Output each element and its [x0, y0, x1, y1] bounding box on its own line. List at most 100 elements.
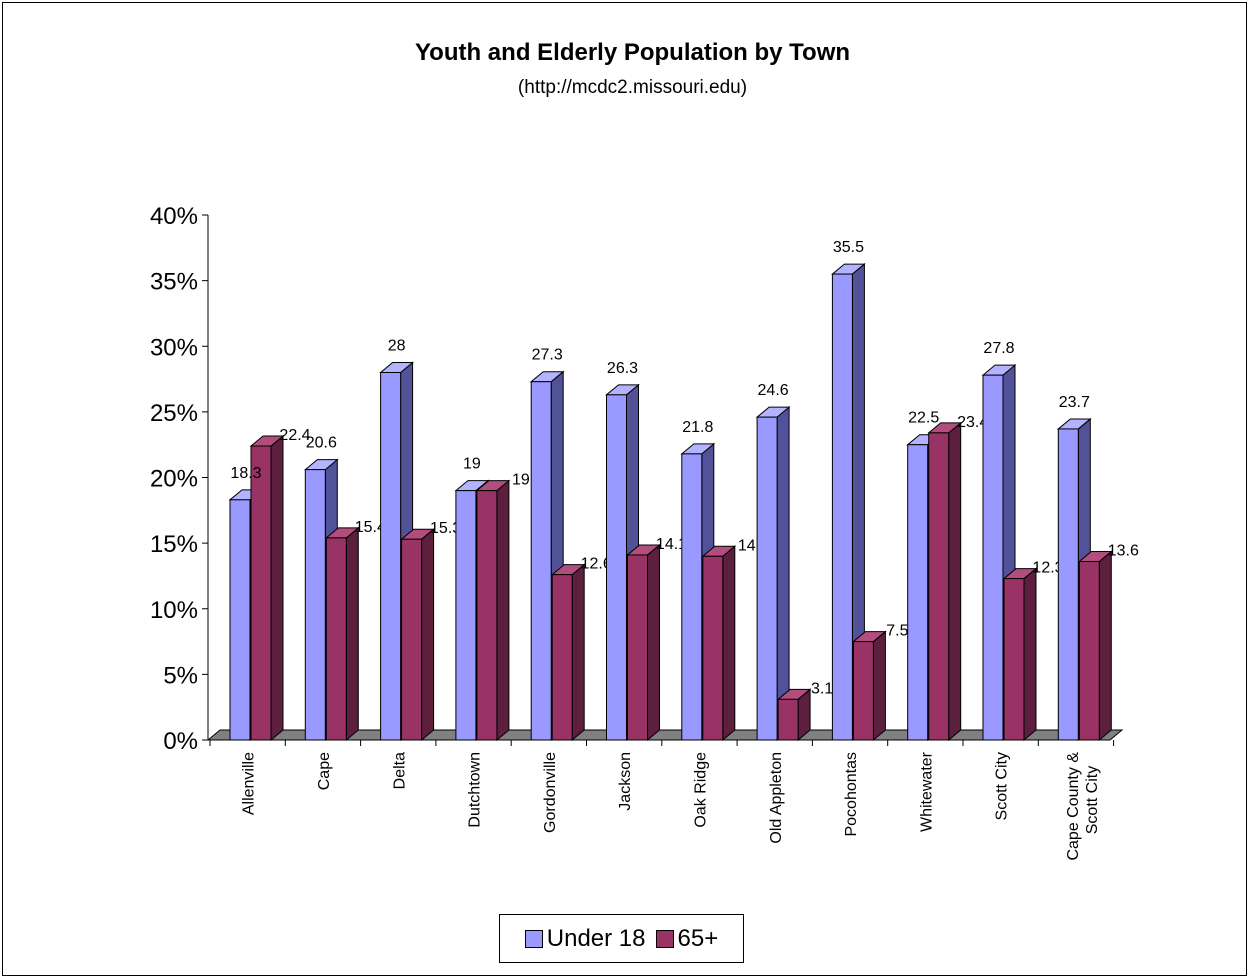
bar-under-18-oak-ridge [681, 453, 703, 741]
bar-65-pocohontas [852, 641, 874, 741]
bar-65-scott-city-side [1023, 567, 1037, 742]
bar-65-cape-county-scott-city-side [1098, 550, 1112, 742]
data-label-under-18: 23.7 [1059, 394, 1090, 411]
data-label-65-plus: 7.5 [886, 623, 908, 640]
legend-label-under-18: Under 18 [546, 924, 646, 952]
category-label-line: Allenville [241, 752, 258, 815]
data-label-under-18: 21.8 [682, 419, 713, 436]
data-label-under-18: 26.3 [607, 360, 638, 377]
category-label: Cape County & Scott City [1065, 752, 1101, 861]
category-label: Pocohontas [843, 752, 860, 837]
category-label-line: Cape [316, 752, 333, 790]
data-label-65-plus: 12.6 [581, 556, 612, 573]
data-label-65-plus: 22.4 [279, 427, 310, 444]
y-tick-label: 15% [150, 531, 198, 558]
y-tick-label: 25% [150, 400, 198, 427]
category-label: Delta [391, 752, 408, 789]
category-label-line: Jackson [617, 752, 634, 811]
data-label-65-plus: 15.4 [355, 519, 386, 536]
bar-65-cape-side [345, 526, 359, 742]
data-label-under-18: 18.3 [230, 465, 261, 482]
data-label-under-18: 35.5 [833, 239, 864, 256]
category-label: Scott City [994, 752, 1011, 820]
bar-under-18-pocohontas [831, 273, 853, 741]
data-label-65-plus: 23.4 [957, 414, 988, 431]
data-label-under-18: 24.6 [758, 382, 789, 399]
legend-item-65-plus: 65+ [655, 925, 718, 953]
data-label-under-18: 27.8 [983, 340, 1014, 357]
bar-65-pocohontas-side [872, 630, 886, 742]
y-tick-label: 40% [150, 203, 198, 230]
data-label-65-plus: 3.1 [811, 680, 833, 697]
bar-65-gordonville-side [571, 563, 585, 742]
bar-under-18-cape-county-scott-city [1057, 428, 1079, 741]
data-label-under-18: 28 [388, 338, 406, 355]
bar-under-18-delta [380, 372, 402, 741]
bar-under-18-allenville [229, 499, 251, 741]
bar-65-cape [325, 537, 347, 741]
y-tick-label: 10% [150, 597, 198, 624]
category-label: Gordonville [542, 752, 559, 833]
data-label-under-18: 20.6 [306, 435, 337, 452]
bar-65-dutchtown [476, 490, 498, 741]
bar-65-oak-ridge-side [722, 545, 736, 742]
bar-65-whitewater [928, 432, 950, 741]
data-label-under-18: 22.5 [908, 410, 939, 427]
y-tick-label: 5% [163, 662, 198, 689]
category-label: Whitewater [918, 751, 935, 832]
data-label-under-18: 19 [463, 456, 481, 473]
bar-65-jackson [627, 554, 648, 741]
y-tick-label: 30% [150, 334, 198, 361]
category-label-line: Oak Ridge [692, 752, 709, 828]
chart-floor [206, 729, 1124, 741]
category-label-line: Gordonville [542, 752, 559, 833]
bar-65-jackson-side [647, 543, 660, 742]
y-tick-label: 20% [150, 466, 198, 493]
legend-swatch-65-plus [655, 929, 674, 948]
category-label-line: Scott City [1084, 766, 1101, 834]
category-label: Oak Ridge [692, 752, 709, 828]
bar-65-allenville [250, 445, 272, 741]
bar-65-gordonville [551, 574, 573, 741]
bar-under-18-scott-city [982, 374, 1004, 741]
data-label-under-18: 27.3 [532, 347, 563, 364]
bar-under-18-old-appleton-side [776, 406, 790, 742]
bar-65-dutchtown-side [496, 479, 510, 742]
category-label-line: Old Appleton [768, 752, 785, 844]
category-label: Old Appleton [768, 752, 785, 844]
data-label-65-plus: 14 [738, 537, 756, 554]
category-label-line: Pocohontas [843, 752, 860, 837]
category-label-line: Scott City [994, 752, 1011, 820]
bar-under-18-old-appleton [756, 416, 778, 741]
bar-65-old-appleton [777, 698, 799, 741]
bar-65-oak-ridge [702, 555, 724, 741]
category-label: Cape [316, 752, 333, 790]
bar-65-scott-city [1003, 578, 1025, 741]
chart-legend: Under 18 65+ [499, 914, 744, 963]
y-tick-label: 35% [150, 269, 198, 296]
data-label-65-plus: 13.6 [1108, 543, 1139, 560]
chart-title: Youth and Elderly Population by Town [414, 39, 851, 66]
bar-65-delta [401, 538, 423, 741]
data-label-65-plus: 15.3 [430, 520, 461, 537]
category-label-line: Dutchtown [467, 752, 484, 828]
legend-swatch-under-18 [524, 929, 543, 948]
y-tick-label: 0% [163, 728, 198, 755]
bar-under-18-whitewater [907, 444, 929, 741]
bar-65-delta-side [421, 528, 435, 742]
category-label-line: Cape County & [1065, 752, 1082, 861]
category-label-line: Delta [391, 752, 408, 789]
bar-under-18-dutchtown [455, 490, 477, 741]
bar-under-18-cape [304, 469, 326, 741]
bar-65-whitewater-side [948, 421, 962, 742]
category-label: Jackson [617, 752, 634, 811]
category-label: Dutchtown [467, 752, 484, 828]
bar-65-allenville-side [270, 434, 284, 742]
data-label-65-plus: 14.1 [656, 536, 687, 553]
category-label-line: Whitewater [918, 751, 935, 832]
chart-subtitle: (http://mcdc2.missouri.edu) [517, 77, 748, 98]
data-label-65-plus: 12.3 [1032, 560, 1063, 577]
data-label-65-plus: 19 [512, 472, 530, 489]
bar-65-cape-county-scott-city [1078, 561, 1100, 741]
